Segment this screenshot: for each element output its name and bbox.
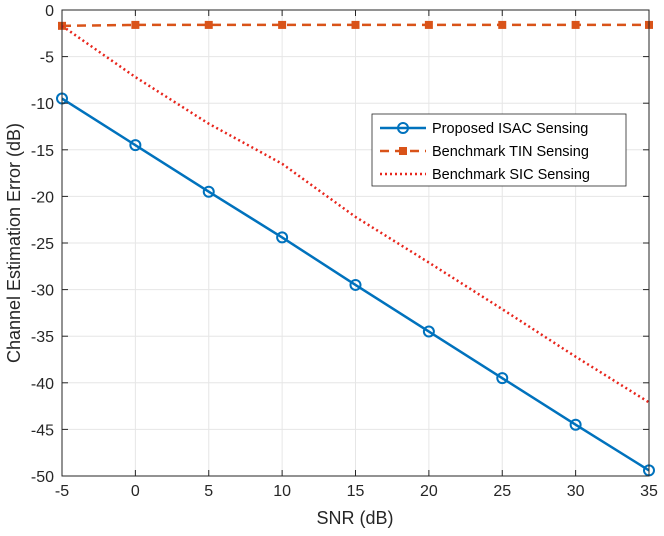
legend-samples [380, 122, 426, 176]
legend-entry-proposed-isac: Proposed ISAC Sensing [432, 121, 588, 137]
data-point-benchmark-tin-sensing [204, 20, 213, 29]
y-tick-label: -15 [31, 143, 54, 160]
x-tick-label: 35 [640, 483, 658, 500]
data-point-proposed-isac-sensing [276, 231, 289, 244]
y-tick-labels: 0 -5 -10 -15 -20 -25 -30 -35 -40 -45 -50 [31, 3, 54, 486]
data-point-benchmark-tin-sensing [571, 20, 580, 29]
x-tick-labels: -5 0 5 10 15 20 25 30 35 [55, 483, 658, 500]
y-tick-label: -10 [31, 96, 54, 113]
y-tick-label: 0 [45, 3, 54, 20]
legend-marker-benchmark-tin-sensing [399, 147, 407, 155]
y-tick-label: -40 [31, 376, 54, 393]
x-tick-label: 15 [347, 483, 365, 500]
series-line-proposed-isac-sensing [61, 97, 650, 472]
y-axis-label: Channel Estimation Error (dB) [4, 123, 24, 363]
data-point-proposed-isac-sensing [202, 185, 215, 198]
y-tick-label: -45 [31, 422, 54, 439]
x-tick-label: 0 [131, 483, 140, 500]
data-point-proposed-isac-sensing [422, 325, 435, 338]
data-point-proposed-isac-sensing [129, 139, 142, 152]
data-point-benchmark-tin-sensing [351, 20, 360, 29]
data-point-benchmark-tin-sensing [424, 20, 433, 29]
y-tick-label: -25 [31, 236, 54, 253]
x-tick-label: 5 [204, 483, 213, 500]
y-tick-label: -35 [31, 329, 54, 346]
data-point-benchmark-tin-sensing [278, 20, 287, 29]
series-benchmark-sic-sensing [61, 24, 650, 404]
x-tick-label: 25 [493, 483, 511, 500]
x-tick-label: 20 [420, 483, 438, 500]
y-tick-label: -30 [31, 283, 54, 300]
x-axis-label: SNR (dB) [316, 508, 393, 528]
x-tick-label: 30 [567, 483, 585, 500]
data-point-benchmark-tin-sensing [498, 20, 507, 29]
y-tick-label: -20 [31, 189, 54, 206]
data-point-benchmark-tin-sensing [131, 20, 140, 29]
legend-entry-benchmark-tin: Benchmark TIN Sensing [432, 144, 589, 160]
data-point-proposed-isac-sensing [349, 278, 362, 291]
series-layer [56, 20, 655, 477]
legend-entry-benchmark-sic: Benchmark SIC Sensing [432, 167, 590, 183]
x-tick-label: 10 [273, 483, 291, 500]
series-proposed-isac-sensing [56, 92, 655, 477]
legend: Proposed ISAC Sensing Benchmark TIN Sens… [371, 113, 627, 187]
data-point-proposed-isac-sensing [496, 372, 509, 385]
y-tick-label: -5 [40, 50, 54, 67]
legend-marker-proposed-isac-sensing [397, 122, 409, 134]
series-line-benchmark-sic-sensing [61, 24, 650, 404]
x-tick-label: -5 [55, 483, 69, 500]
data-point-proposed-isac-sensing [569, 418, 582, 431]
y-tick-label: -50 [31, 469, 54, 486]
ticks [61, 9, 650, 477]
